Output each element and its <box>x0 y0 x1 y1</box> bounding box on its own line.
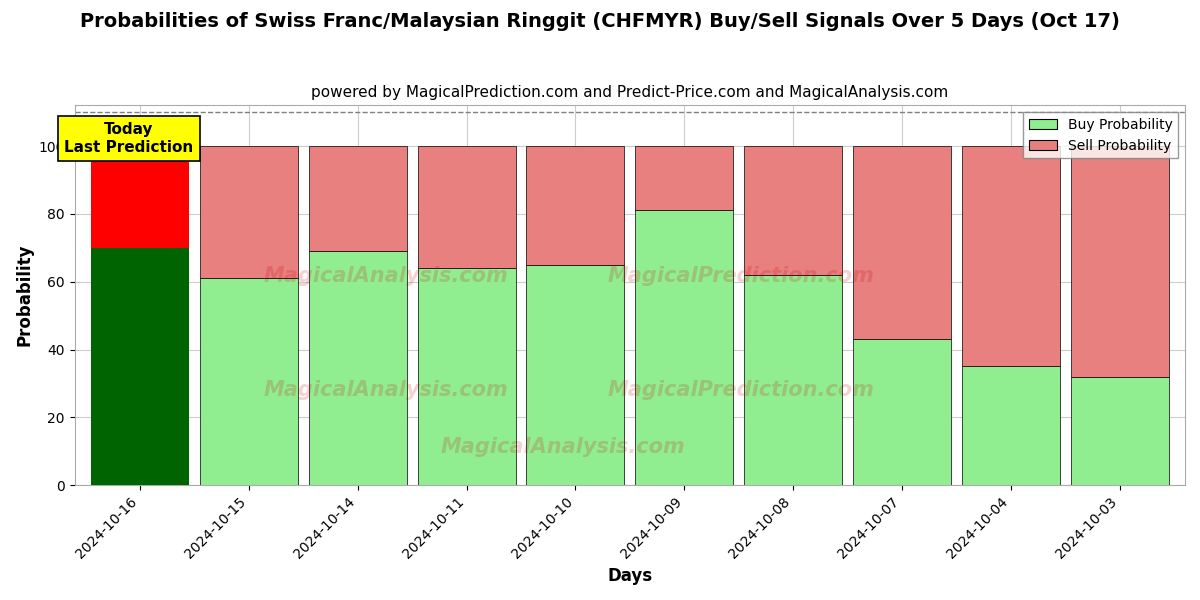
Text: MagicalAnalysis.com: MagicalAnalysis.com <box>263 380 508 400</box>
Bar <box>308 251 407 485</box>
Bar <box>635 146 733 211</box>
Text: MagicalPrediction.com: MagicalPrediction.com <box>607 266 875 286</box>
Bar <box>527 265 624 485</box>
Bar <box>91 146 188 248</box>
Bar <box>1070 146 1169 377</box>
Text: Today
Last Prediction: Today Last Prediction <box>65 122 193 155</box>
Bar <box>1070 377 1169 485</box>
Bar <box>308 146 407 251</box>
Bar <box>962 367 1060 485</box>
X-axis label: Days: Days <box>607 567 653 585</box>
Y-axis label: Probability: Probability <box>16 244 34 346</box>
Bar <box>853 146 950 340</box>
Bar <box>744 146 842 275</box>
Bar <box>91 248 188 485</box>
Text: Probabilities of Swiss Franc/Malaysian Ringgit (CHFMYR) Buy/Sell Signals Over 5 : Probabilities of Swiss Franc/Malaysian R… <box>80 12 1120 31</box>
Bar <box>744 275 842 485</box>
Text: MagicalAnalysis.com: MagicalAnalysis.com <box>263 266 508 286</box>
Bar <box>418 146 516 268</box>
Bar <box>635 211 733 485</box>
Bar <box>418 268 516 485</box>
Bar <box>200 278 298 485</box>
Bar <box>853 340 950 485</box>
Bar <box>962 146 1060 367</box>
Legend: Buy Probability, Sell Probability: Buy Probability, Sell Probability <box>1024 112 1178 158</box>
Bar <box>527 146 624 265</box>
Bar <box>200 146 298 278</box>
Title: powered by MagicalPrediction.com and Predict-Price.com and MagicalAnalysis.com: powered by MagicalPrediction.com and Pre… <box>311 85 948 100</box>
Text: MagicalAnalysis.com: MagicalAnalysis.com <box>440 437 685 457</box>
Text: MagicalPrediction.com: MagicalPrediction.com <box>607 380 875 400</box>
